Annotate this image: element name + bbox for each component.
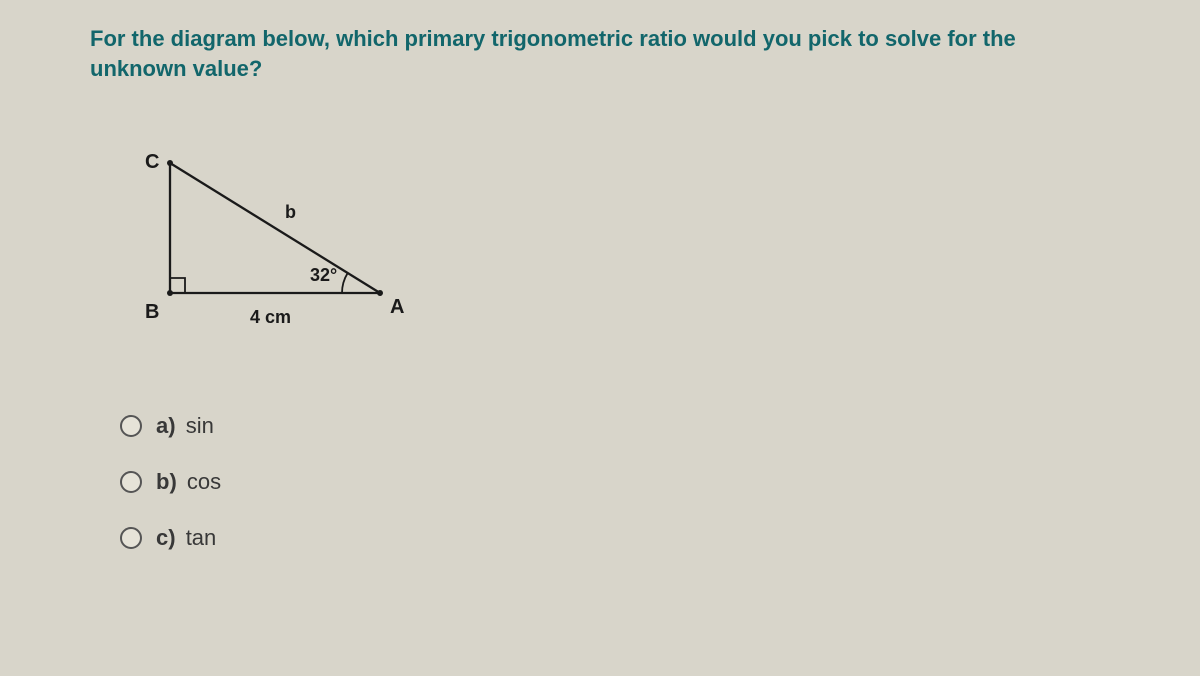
vertex-dot-a (377, 290, 383, 296)
option-text: tan (186, 525, 217, 550)
right-angle-icon (170, 278, 185, 293)
vertex-label-c: C (145, 153, 159, 173)
option-label: c) tan (156, 525, 216, 551)
option-letter: a) (156, 413, 176, 438)
option-label: a) sin (156, 413, 214, 439)
triangle-diagram: C B Ab 32° 4 cm (120, 153, 1110, 353)
side-ca (170, 163, 380, 293)
angle-arc (342, 273, 348, 293)
option-c[interactable]: c) tan (120, 525, 1110, 551)
option-a[interactable]: a) sin (120, 413, 1110, 439)
radio-icon[interactable] (120, 527, 142, 549)
option-b[interactable]: b) cos (120, 469, 1110, 495)
question-page: For the diagram below, which primary tri… (0, 0, 1200, 551)
hyp-label: b (285, 202, 296, 222)
vertex-dot-b (167, 290, 173, 296)
radio-icon[interactable] (120, 471, 142, 493)
triangle-svg: C B Ab 32° 4 cm (120, 153, 440, 353)
base-label: 4 cm (250, 307, 291, 327)
angle-label: 32° (310, 265, 337, 285)
vertex-label-a: A (390, 296, 404, 318)
answer-options: a) sin b) cos c) tan (120, 413, 1110, 551)
vertex-dot-c (167, 160, 173, 166)
option-text: sin (186, 413, 214, 438)
option-letter: c) (156, 525, 176, 550)
option-text: cos (187, 469, 221, 494)
option-letter: b) (156, 469, 177, 494)
vertex-label-b: B (145, 301, 159, 323)
question-text: For the diagram below, which primary tri… (90, 24, 1110, 83)
option-label: b) cos (156, 469, 221, 495)
radio-icon[interactable] (120, 415, 142, 437)
